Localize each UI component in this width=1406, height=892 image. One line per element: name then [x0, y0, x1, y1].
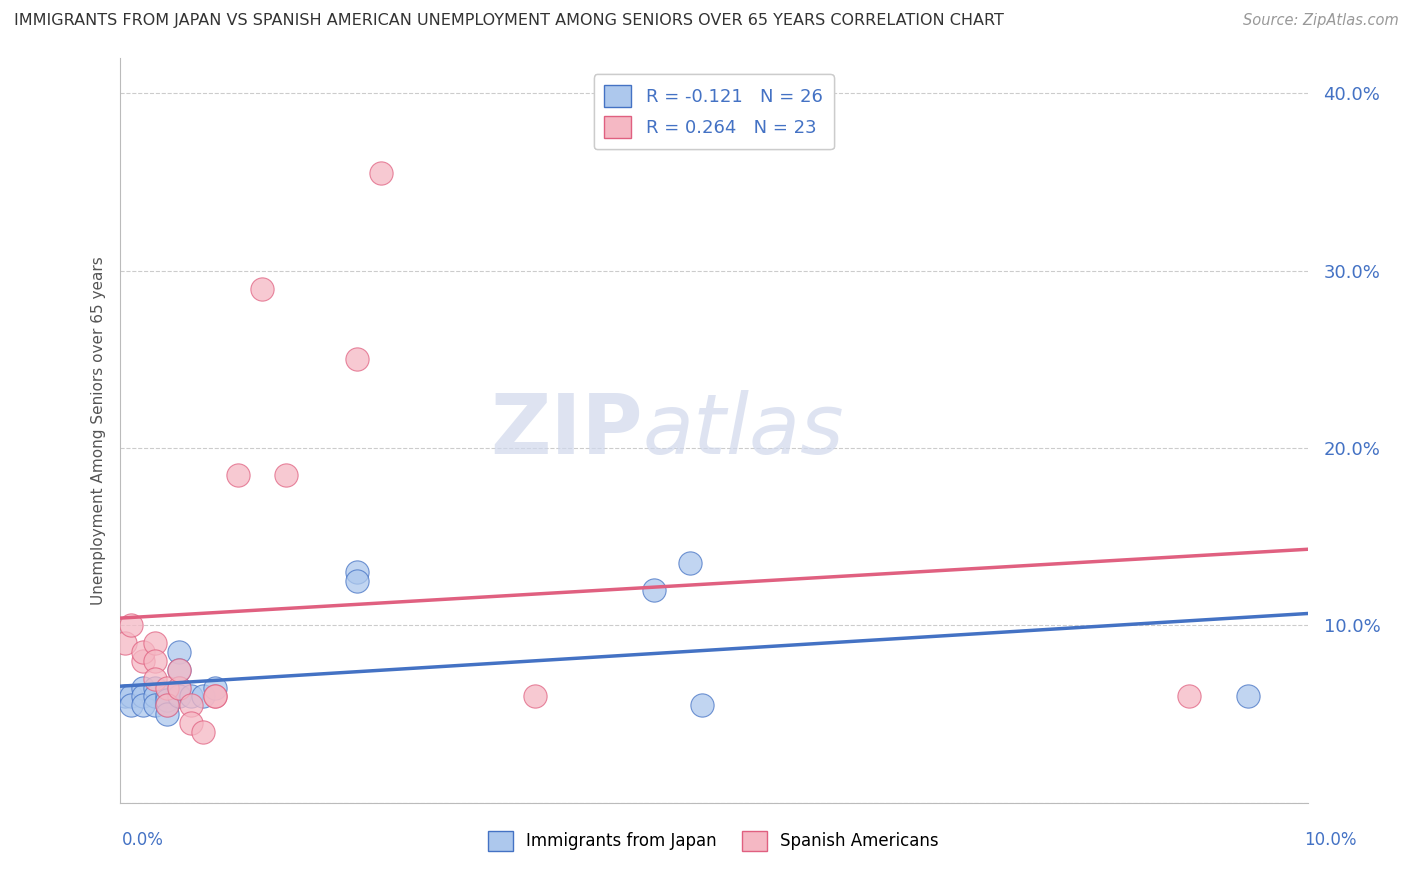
Point: [643, 582, 665, 597]
Text: 0.0%: 0.0%: [122, 831, 165, 849]
Text: ZIP: ZIP: [489, 390, 643, 471]
Point: [156, 690, 179, 704]
Point: [132, 681, 155, 695]
Point: [120, 618, 142, 632]
Point: [120, 698, 142, 713]
Point: [346, 566, 368, 580]
Point: [167, 663, 190, 677]
Point: [679, 557, 702, 571]
Text: Source: ZipAtlas.com: Source: ZipAtlas.com: [1243, 13, 1399, 29]
Point: [1178, 690, 1201, 704]
Point: [524, 690, 547, 704]
Point: [346, 352, 368, 367]
Point: [204, 681, 226, 695]
Point: [167, 645, 190, 659]
Legend: R = -0.121   N = 26, R = 0.264   N = 23: R = -0.121 N = 26, R = 0.264 N = 23: [593, 74, 834, 149]
Point: [132, 690, 155, 704]
Text: IMMIGRANTS FROM JAPAN VS SPANISH AMERICAN UNEMPLOYMENT AMONG SENIORS OVER 65 YEA: IMMIGRANTS FROM JAPAN VS SPANISH AMERICA…: [14, 13, 1004, 29]
Text: atlas: atlas: [643, 390, 844, 471]
Point: [167, 663, 190, 677]
Point: [120, 690, 142, 704]
Text: 10.0%: 10.0%: [1305, 831, 1357, 849]
Point: [156, 707, 179, 722]
Point: [228, 467, 250, 482]
Point: [180, 690, 202, 704]
Point: [114, 690, 136, 704]
Point: [370, 166, 392, 180]
Point: [132, 698, 155, 713]
Point: [191, 690, 214, 704]
Y-axis label: Unemployment Among Seniors over 65 years: Unemployment Among Seniors over 65 years: [90, 256, 105, 605]
Point: [250, 281, 273, 295]
Point: [167, 681, 190, 695]
Point: [143, 690, 166, 704]
Point: [167, 690, 190, 704]
Point: [204, 690, 226, 704]
Point: [156, 698, 179, 713]
Point: [143, 636, 166, 650]
Point: [274, 467, 297, 482]
Point: [346, 574, 368, 588]
Point: [143, 672, 166, 686]
Point: [132, 645, 155, 659]
Point: [156, 698, 179, 713]
Point: [1237, 690, 1260, 704]
Point: [167, 681, 190, 695]
Point: [114, 636, 136, 650]
Point: [143, 698, 166, 713]
Point: [156, 681, 179, 695]
Point: [191, 724, 214, 739]
Point: [143, 654, 166, 668]
Point: [143, 681, 166, 695]
Point: [180, 698, 202, 713]
Point: [204, 690, 226, 704]
Point: [690, 698, 713, 713]
Point: [132, 654, 155, 668]
Point: [180, 716, 202, 731]
Point: [156, 693, 179, 707]
